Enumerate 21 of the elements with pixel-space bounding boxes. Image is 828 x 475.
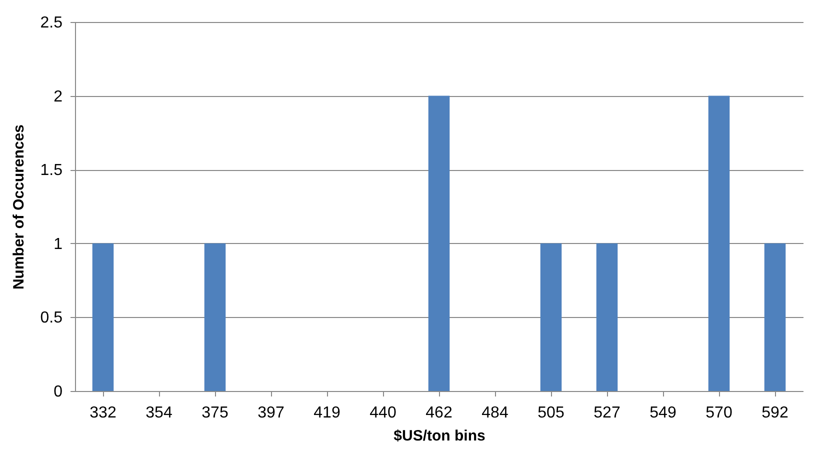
x-axis-title: $US/ton bins (394, 428, 486, 444)
x-tick-label: 527 (594, 404, 620, 422)
x-tick-label: 549 (650, 404, 676, 422)
x-tick-label: 505 (538, 404, 564, 422)
x-tick-label: 440 (370, 404, 396, 422)
y-tick-label: 0 (54, 384, 63, 400)
x-tick-label: 332 (90, 404, 116, 422)
x-tick-label: 397 (258, 404, 284, 422)
y-tick-label: 0.5 (40, 310, 63, 327)
x-tick-label: 484 (482, 404, 508, 422)
x-tick-label: 375 (202, 404, 228, 422)
x-tick-label: 462 (426, 404, 452, 422)
y-axis-title: Number of Occurences (10, 124, 28, 290)
y-tick-label: 1.5 (40, 162, 63, 180)
x-tick-label: 570 (706, 404, 732, 422)
x-tick-label: 354 (146, 404, 172, 422)
y-tick-label: 1 (54, 236, 63, 253)
y-tick-label: 2 (54, 88, 63, 106)
x-tick-label: 592 (762, 404, 788, 422)
x-tick-label: 419 (314, 404, 340, 422)
y-tick-label: 2.5 (40, 14, 63, 32)
